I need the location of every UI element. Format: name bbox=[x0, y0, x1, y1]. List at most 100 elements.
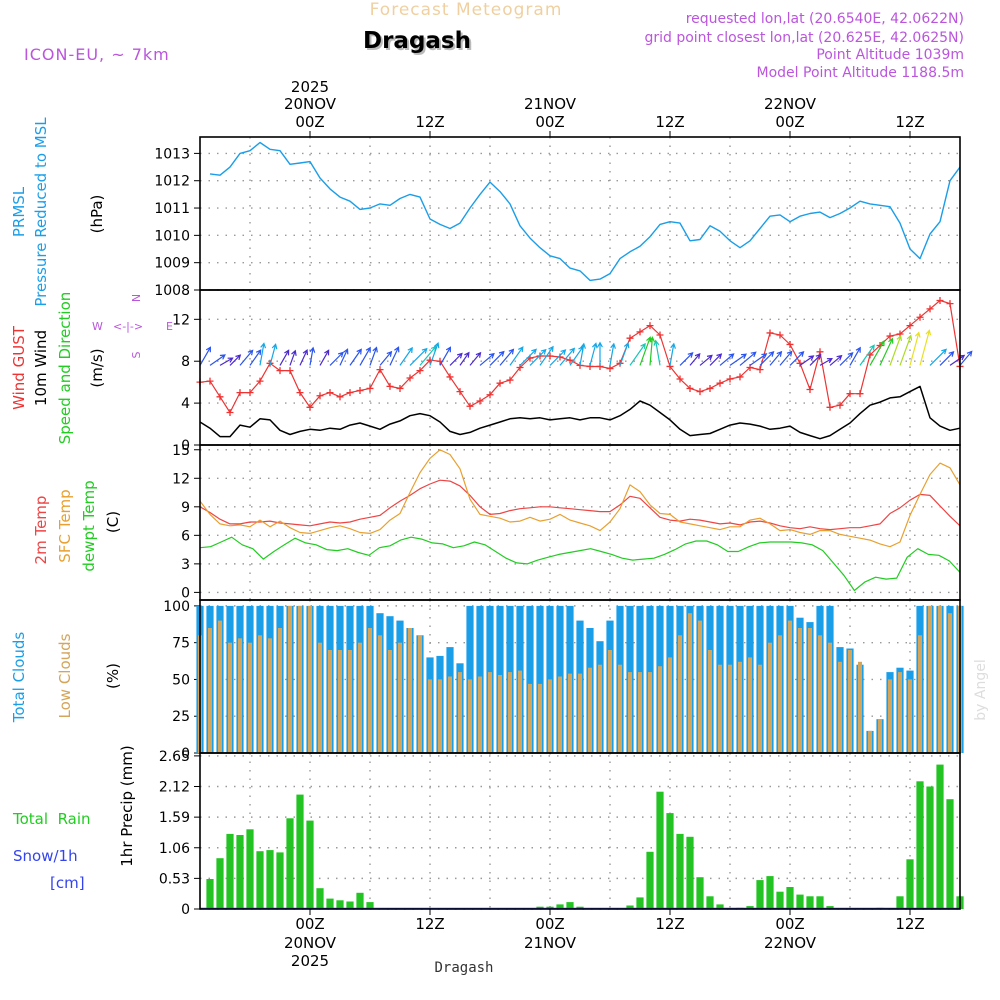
precip-bar bbox=[906, 859, 914, 909]
precip-label-rain: Total Rain bbox=[12, 810, 91, 828]
pressure-label-2: Pressure Reduced to MSL bbox=[32, 117, 50, 307]
low-cloud-bar bbox=[288, 605, 292, 753]
low-cloud-bar bbox=[678, 635, 682, 753]
precip-bar bbox=[916, 781, 924, 909]
low-cloud-bar bbox=[878, 719, 882, 753]
precip-bar bbox=[336, 900, 344, 909]
precip-bar bbox=[696, 877, 704, 909]
low-cloud-bar bbox=[508, 672, 512, 753]
pressure-line bbox=[209, 141, 961, 282]
low-cloud-bar bbox=[458, 672, 462, 753]
wind-unit: (m/s) bbox=[88, 348, 106, 387]
wind-arrow bbox=[319, 349, 330, 366]
low-cloud-bar bbox=[488, 672, 492, 753]
clouds-panel: 0 25 50 75 100 bbox=[163, 599, 964, 762]
low-cloud-bar bbox=[548, 679, 552, 753]
gust-marker bbox=[846, 390, 854, 398]
wind-arrow bbox=[829, 354, 843, 366]
wind-arrow bbox=[949, 354, 966, 366]
precip-bar bbox=[566, 902, 574, 909]
wind-arrow bbox=[539, 345, 554, 366]
wind-arrow bbox=[889, 334, 902, 366]
pressure-panel-labels: PRMSL Pressure Reduced to MSL (hPa) bbox=[10, 117, 106, 307]
wind-arrow bbox=[699, 354, 713, 366]
clouds-label-total: Total Clouds bbox=[10, 632, 28, 724]
precip-bar bbox=[756, 880, 764, 909]
gust-marker bbox=[836, 401, 844, 409]
product-title: Forecast Meteogram bbox=[370, 0, 563, 20]
precip-bar bbox=[646, 851, 654, 909]
wind-arrow bbox=[279, 349, 290, 366]
top-hour-label: 00Z bbox=[775, 113, 804, 131]
precip-bar bbox=[316, 888, 324, 909]
precip-bar bbox=[716, 904, 724, 909]
gust-marker bbox=[326, 389, 334, 397]
wind-panel-labels: Wind GUST 10m Wind Speed and Direction (… bbox=[10, 292, 173, 445]
gust-marker bbox=[216, 393, 224, 401]
model-altitude: Model Point Altitude 1188.5m bbox=[757, 65, 964, 81]
gust-marker bbox=[656, 331, 664, 339]
gust-marker bbox=[646, 322, 654, 330]
low-cloud-bar bbox=[238, 638, 242, 754]
y-tick-label: 9 bbox=[181, 500, 190, 516]
y-tick-label: 3 bbox=[181, 557, 190, 573]
y-tick-label: 8 bbox=[181, 354, 190, 370]
gust-marker bbox=[606, 365, 614, 373]
gust-marker bbox=[406, 374, 414, 382]
y-tick-label: 1.59 bbox=[159, 810, 190, 826]
low-cloud-bar bbox=[798, 628, 802, 753]
temp-label-dewpt: dewpt Temp bbox=[80, 480, 98, 571]
low-cloud-bar bbox=[428, 679, 432, 753]
bottom-hour-label: 12Z bbox=[415, 915, 444, 933]
precip-bar bbox=[346, 901, 354, 909]
wind-arrow bbox=[289, 349, 297, 366]
gust-marker bbox=[946, 300, 954, 308]
precip-bar bbox=[786, 887, 794, 909]
bottom-hour-label: 12Z bbox=[655, 915, 684, 933]
wind-arrow bbox=[653, 339, 661, 366]
low-cloud-bar bbox=[258, 635, 262, 753]
wind-arrow bbox=[609, 342, 616, 366]
gust-marker bbox=[206, 377, 214, 385]
wind-arrow bbox=[719, 353, 735, 366]
compass-north: N bbox=[130, 294, 143, 302]
wind-arrow bbox=[249, 349, 262, 366]
wind-arrow bbox=[259, 342, 267, 366]
wind-arrow bbox=[869, 340, 885, 366]
y-tick-label: 50 bbox=[172, 672, 190, 688]
gust-marker bbox=[246, 389, 254, 397]
wind-arrow bbox=[589, 342, 598, 366]
y-tick-label: 0 bbox=[181, 902, 190, 918]
low-cloud-bar bbox=[648, 672, 652, 753]
top-date-label: 21NOV bbox=[524, 95, 577, 113]
low-cloud-bar bbox=[828, 642, 832, 753]
low-cloud-bar bbox=[318, 642, 322, 753]
gust-marker bbox=[316, 392, 324, 400]
low-cloud-bar bbox=[838, 661, 842, 753]
gust-marker bbox=[756, 366, 764, 374]
low-cloud-bar bbox=[708, 650, 712, 753]
wind-arrow bbox=[859, 344, 875, 366]
gust-marker bbox=[936, 296, 944, 304]
precip-label-snow: Snow/1h bbox=[13, 847, 78, 865]
top-hour-label: 12Z bbox=[655, 113, 684, 131]
gust-marker bbox=[386, 382, 394, 390]
pressure-unit: (hPa) bbox=[88, 195, 106, 234]
low-cloud-bar bbox=[808, 628, 812, 753]
y-tick-label: 6 bbox=[181, 528, 190, 544]
low-cloud-bar bbox=[618, 664, 622, 753]
gust-marker bbox=[376, 366, 384, 374]
low-cloud-bar bbox=[228, 642, 232, 753]
wind-arrow bbox=[929, 348, 948, 366]
low-cloud-bar bbox=[938, 605, 942, 753]
wind-arrow bbox=[619, 342, 630, 366]
location-title-shadow: Dragash bbox=[365, 30, 473, 56]
wind-arrow bbox=[469, 351, 482, 366]
precip-frame bbox=[199, 752, 961, 910]
clouds-unit: (%) bbox=[104, 663, 122, 689]
wind-arrow bbox=[339, 348, 349, 366]
wind-arrow bbox=[919, 329, 932, 366]
y-tick-label: 25 bbox=[172, 709, 190, 725]
wind-arrow bbox=[309, 346, 316, 366]
